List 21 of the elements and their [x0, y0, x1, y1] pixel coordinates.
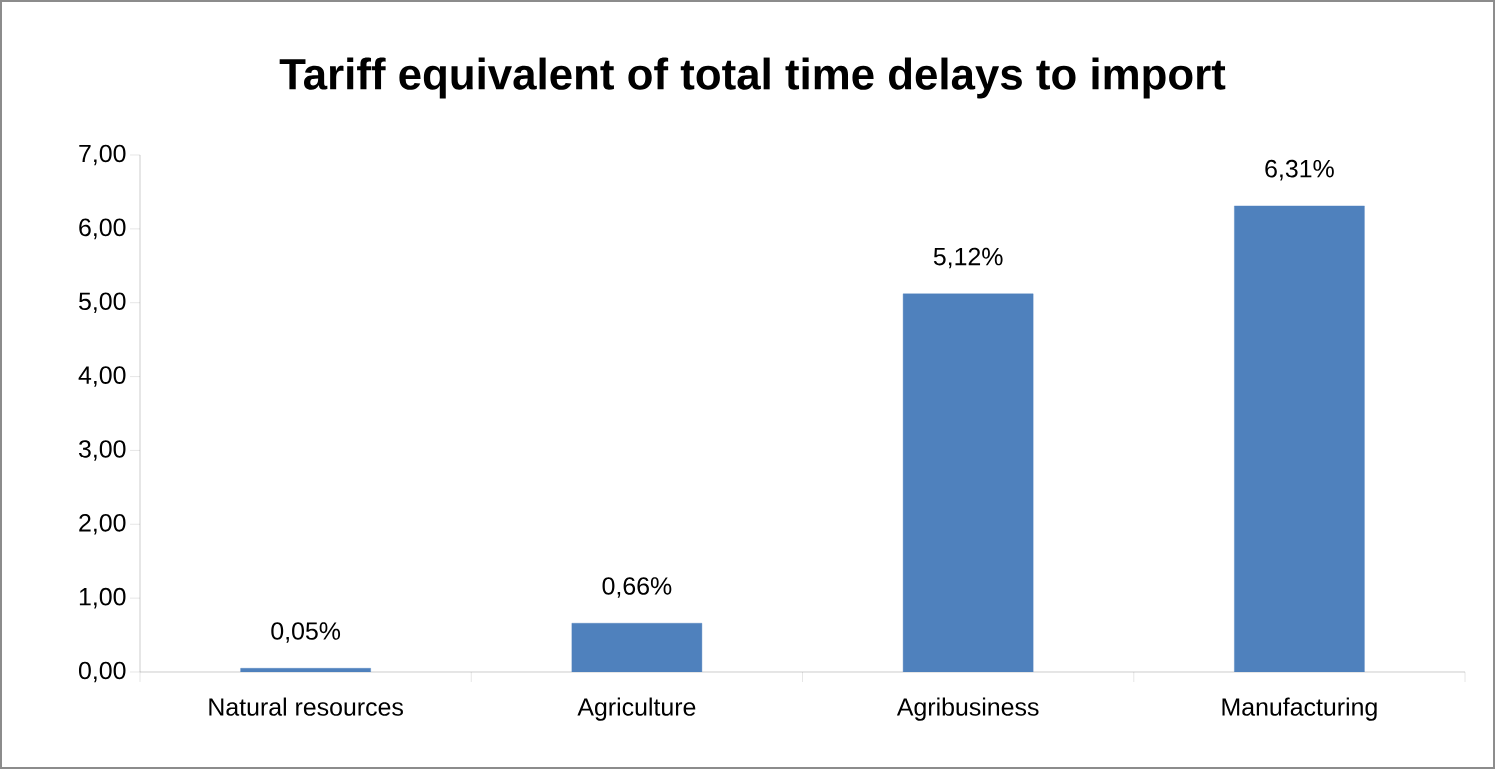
x-tick-label: Manufacturing [1222, 697, 1377, 721]
y-tick-label: 7,00 [79, 144, 126, 166]
y-tick-label: 3,00 [78, 440, 126, 461]
x-tick-label: Natural resources [209, 697, 403, 716]
y-tick-label: 5,00 [79, 292, 126, 313]
data-label: 0,05% [271, 622, 341, 643]
data-label: 0,66% [602, 577, 672, 598]
bar [240, 668, 371, 672]
x-tick-label: Agribusiness [896, 697, 1039, 721]
bar [902, 293, 1034, 672]
y-tick-label: 6,00 [79, 218, 126, 240]
y-tick-label: 1,00 [79, 587, 126, 609]
data-label: 6,31% [1265, 159, 1334, 181]
y-tick-label: 4,00 [78, 366, 126, 387]
bar [1234, 205, 1365, 672]
bar [571, 623, 703, 672]
data-label: 5,12% [933, 247, 1003, 269]
y-tick-label: 2,00 [79, 513, 126, 535]
chart-title: Tariff equivalent of total time delays to import [279, 57, 1226, 99]
x-tick-label: Agriculture [577, 697, 696, 721]
y-tick-label: 0,00 [78, 661, 126, 683]
